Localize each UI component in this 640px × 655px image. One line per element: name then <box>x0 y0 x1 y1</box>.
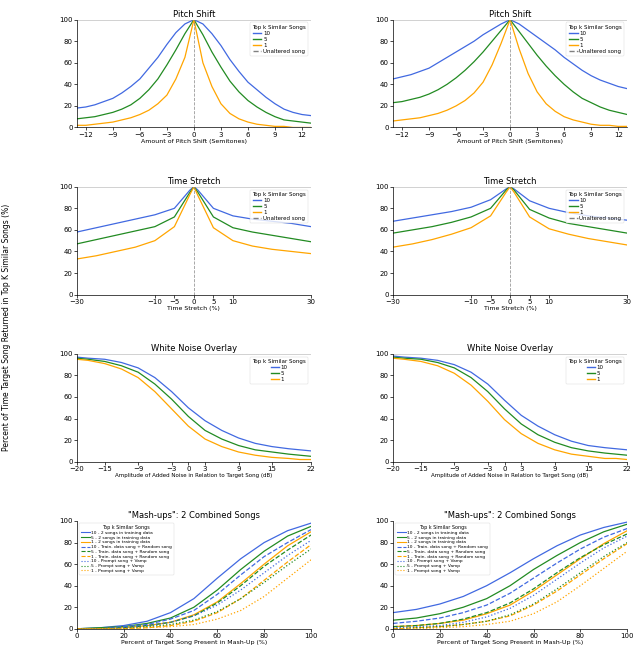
X-axis label: Time Stretch (%): Time Stretch (%) <box>168 306 220 311</box>
Title: Time Stretch: Time Stretch <box>483 177 537 186</box>
Title: White Noise Overlay: White Noise Overlay <box>467 344 553 353</box>
Legend: 10, 5, 1: 10, 5, 1 <box>250 357 308 384</box>
Legend: 10, 5, 1, Unaltered song: 10, 5, 1, Unaltered song <box>566 189 625 223</box>
Text: Percent of Time Target Song Returned in Top K Similar Songs (%): Percent of Time Target Song Returned in … <box>2 204 11 451</box>
Title: Pitch Shift: Pitch Shift <box>489 10 531 19</box>
Legend: 10, 5, 1, Unaltered song: 10, 5, 1, Unaltered song <box>566 22 625 56</box>
X-axis label: Amplitude of Added Noise in Relation to Target Song (dB): Amplitude of Added Noise in Relation to … <box>431 474 589 478</box>
Title: "Mash-ups": 2 Combined Songs: "Mash-ups": 2 Combined Songs <box>128 511 260 520</box>
X-axis label: Time Stretch (%): Time Stretch (%) <box>484 306 536 311</box>
Legend: 10, 5, 1: 10, 5, 1 <box>566 357 625 384</box>
X-axis label: Percent of Target Song Present in Mash-Up (%): Percent of Target Song Present in Mash-U… <box>437 641 583 645</box>
Title: Pitch Shift: Pitch Shift <box>173 10 215 19</box>
Legend: 10 - 2 songs in training data, 5 - 2 songs in training data, 1 - 2 songs in trai: 10 - 2 songs in training data, 5 - 2 son… <box>396 523 490 575</box>
Title: White Noise Overlay: White Noise Overlay <box>151 344 237 353</box>
Title: Time Stretch: Time Stretch <box>167 177 221 186</box>
Legend: 10, 5, 1, Unaltered song: 10, 5, 1, Unaltered song <box>250 22 308 56</box>
X-axis label: Amount of Pitch Shift (Semitones): Amount of Pitch Shift (Semitones) <box>141 139 247 144</box>
X-axis label: Percent of Target Song Present in Mash-Up (%): Percent of Target Song Present in Mash-U… <box>121 641 267 645</box>
Legend: 10 - 2 songs in training data, 5 - 2 songs in training data, 1 - 2 songs in trai: 10 - 2 songs in training data, 5 - 2 son… <box>79 523 173 575</box>
X-axis label: Amount of Pitch Shift (Semitones): Amount of Pitch Shift (Semitones) <box>457 139 563 144</box>
X-axis label: Amplitude of Added Noise in Relation to Target Song (dB): Amplitude of Added Noise in Relation to … <box>115 474 273 478</box>
Legend: 10, 5, 1, Unaltered song: 10, 5, 1, Unaltered song <box>250 189 308 223</box>
Title: "Mash-ups": 2 Combined Songs: "Mash-ups": 2 Combined Songs <box>444 511 576 520</box>
